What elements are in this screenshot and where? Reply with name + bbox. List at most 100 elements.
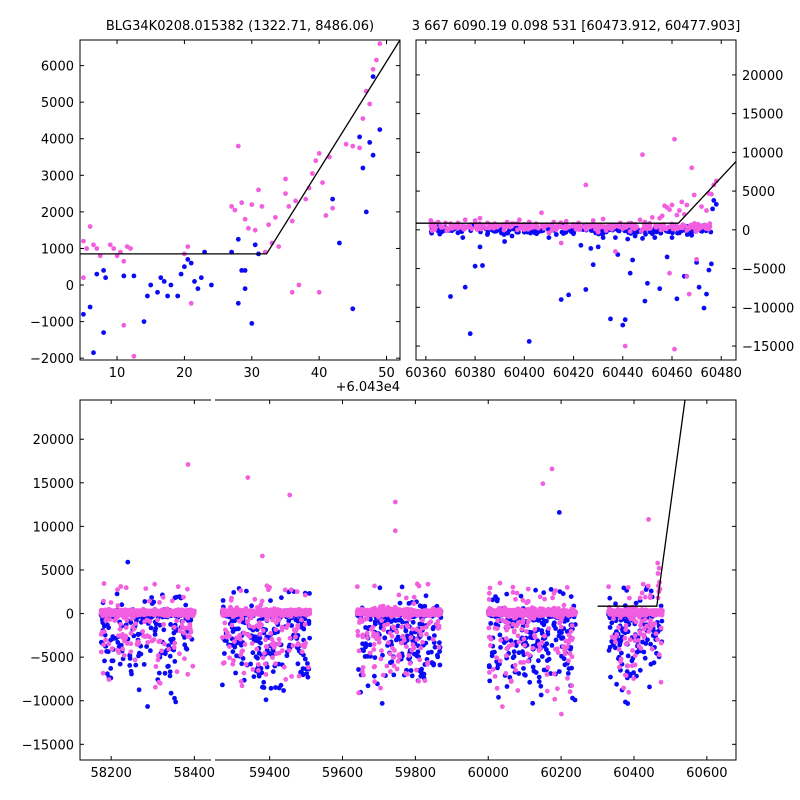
magenta-data-point	[488, 636, 494, 642]
magenta-data-point	[145, 633, 150, 639]
magenta-data-point	[520, 597, 526, 603]
magenta-data-point	[679, 199, 685, 205]
blue-data-point	[613, 235, 618, 241]
magenta-data-point	[245, 632, 251, 637]
blue-data-point	[566, 292, 571, 298]
magenta-data-point	[411, 601, 417, 606]
magenta-data-point	[185, 671, 191, 677]
magenta-data-point	[370, 624, 376, 630]
blue-data-point	[230, 629, 236, 634]
x-tick-label: 60460	[651, 366, 692, 381]
magenta-data-point	[114, 253, 120, 259]
magenta-data-point	[477, 215, 483, 221]
magenta-data-point	[283, 191, 288, 197]
magenta-data-point	[424, 610, 430, 615]
magenta-data-point	[390, 624, 396, 630]
magenta-data-point	[156, 639, 162, 645]
blue-data-point	[177, 594, 182, 599]
magenta-data-point	[414, 667, 419, 673]
blue-data-point	[709, 261, 714, 267]
magenta-data-point	[246, 225, 251, 231]
blue-data-point	[185, 257, 191, 262]
magenta-data-point	[498, 637, 504, 643]
magenta-data-point	[408, 610, 413, 616]
magenta-data-point	[407, 661, 413, 666]
blue-data-point	[128, 668, 134, 674]
blue-data-point	[674, 296, 680, 302]
magenta-data-point	[394, 666, 400, 672]
blue-data-point	[590, 262, 596, 268]
blue-data-point	[696, 284, 702, 290]
magenta-data-point	[103, 609, 108, 615]
blue-data-point	[397, 600, 403, 606]
magenta-data-point	[555, 686, 560, 692]
blue-data-point	[231, 590, 237, 595]
blue-data-point	[624, 619, 630, 624]
blue-data-point	[270, 669, 276, 674]
blue-data-point	[426, 635, 432, 641]
magenta-data-point	[669, 202, 675, 208]
blue-data-point	[541, 622, 547, 628]
magenta-data-point	[536, 642, 542, 647]
magenta-data-point	[223, 627, 228, 633]
magenta-data-point	[494, 626, 500, 631]
magenta-data-point	[236, 610, 241, 616]
blue-data-point	[417, 603, 423, 609]
magenta-data-point	[293, 610, 299, 616]
magenta-data-point	[649, 215, 655, 220]
magenta-data-point	[250, 667, 256, 672]
blue-data-point	[255, 638, 261, 644]
blue-data-point	[422, 603, 428, 609]
blue-data-point	[572, 697, 578, 703]
magenta-data-point	[385, 611, 391, 617]
blue-data-point	[583, 287, 589, 292]
blue-data-point	[523, 672, 528, 678]
magenta-data-point	[486, 625, 492, 631]
magenta-data-point	[596, 226, 601, 232]
magenta-data-point	[306, 611, 311, 617]
magenta-data-point	[94, 246, 100, 251]
magenta-data-point	[153, 664, 159, 669]
blue-data-point	[641, 649, 647, 655]
magenta-data-point	[704, 226, 710, 232]
magenta-data-point	[411, 594, 417, 600]
magenta-data-point	[551, 671, 557, 677]
magenta-data-point	[525, 586, 531, 592]
blue-data-point	[625, 236, 631, 242]
magenta-data-point	[177, 611, 182, 616]
magenta-data-point	[384, 663, 390, 669]
magenta-data-point	[155, 617, 160, 623]
magenta-data-point	[659, 213, 665, 219]
magenta-data-point	[546, 626, 552, 631]
magenta-data-point	[364, 635, 370, 641]
blue-data-point	[530, 664, 536, 670]
magenta-data-point	[638, 228, 644, 234]
magenta-data-point	[175, 584, 181, 590]
magenta-data-point	[229, 204, 235, 209]
magenta-data-point	[672, 136, 677, 142]
y-tick-label: 4000	[41, 133, 74, 148]
plot-area	[80, 40, 400, 359]
magenta-data-point	[121, 322, 127, 328]
blue-data-point	[494, 598, 500, 604]
magenta-data-point	[414, 637, 420, 643]
blue-data-point	[553, 637, 559, 643]
blue-data-point	[654, 229, 659, 235]
blue-data-point	[259, 670, 265, 676]
magenta-data-point	[181, 630, 187, 636]
magenta-data-point	[276, 244, 282, 250]
magenta-data-point	[695, 221, 701, 227]
magenta-data-point	[559, 711, 564, 717]
magenta-data-point	[386, 640, 391, 646]
magenta-data-point	[532, 627, 538, 632]
magenta-data-point	[157, 680, 163, 686]
magenta-data-point	[613, 249, 618, 254]
blue-data-point	[279, 595, 284, 601]
blue-data-point	[613, 601, 618, 607]
magenta-data-point	[406, 617, 412, 622]
blue-data-point	[460, 235, 466, 241]
magenta-data-point	[374, 57, 379, 63]
magenta-data-point	[537, 613, 543, 619]
blue-data-point	[242, 268, 248, 273]
